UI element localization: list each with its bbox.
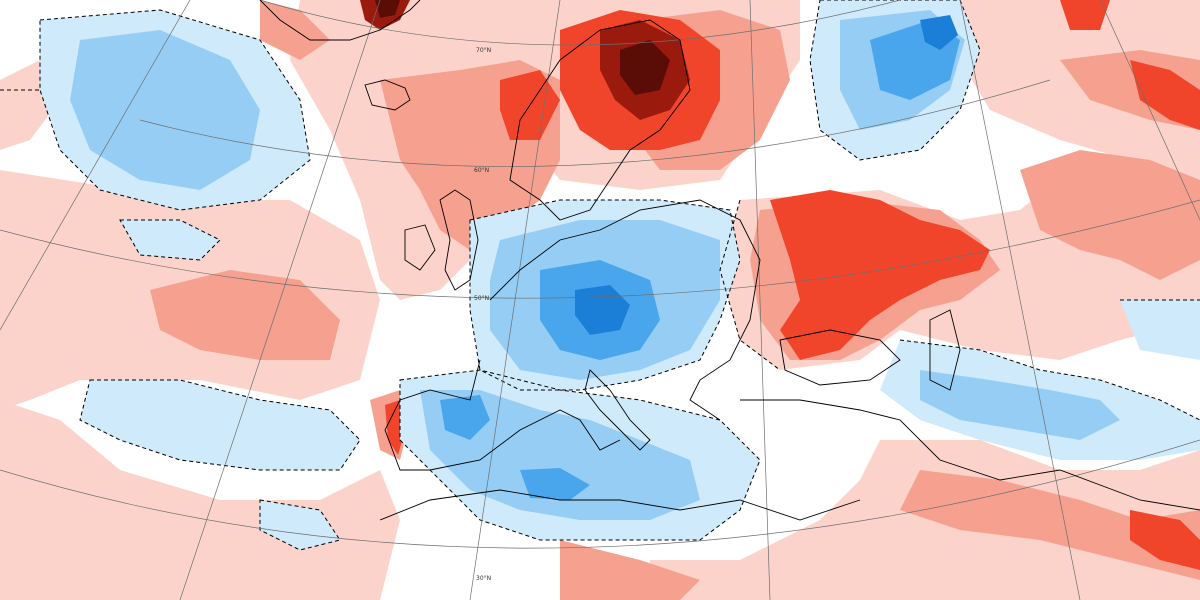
latitude-label-70n: 70°N bbox=[476, 47, 491, 54]
warm-anomaly-max-layer bbox=[375, 0, 670, 95]
latitude-label-60n: 60°N bbox=[474, 167, 489, 174]
zero-anomaly-contours bbox=[0, 0, 1200, 551]
coastlines bbox=[259, 0, 1200, 521]
latitude-label-30n: 30°N bbox=[476, 575, 491, 582]
latitude-label-50n: 50°N bbox=[474, 295, 489, 302]
